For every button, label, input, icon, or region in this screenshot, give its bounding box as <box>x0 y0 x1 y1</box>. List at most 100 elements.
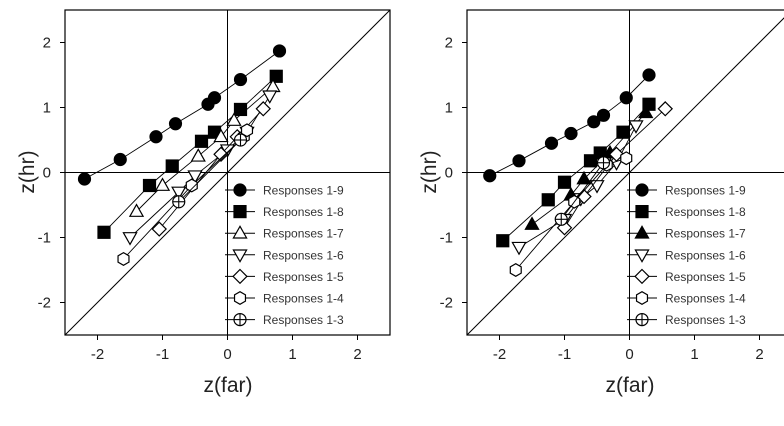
data-point <box>620 151 633 166</box>
data-point <box>509 263 522 277</box>
legend-marker <box>232 225 248 239</box>
series-line <box>129 95 271 238</box>
data-point <box>233 133 248 147</box>
legend-label: Responses 1-6 <box>263 248 344 262</box>
y-tick-label: 2 <box>445 35 453 52</box>
data-point <box>213 128 229 143</box>
data-point <box>262 90 278 104</box>
x-tick-label: -2 <box>91 346 104 363</box>
y-axis-title: z(hr) <box>16 150 39 193</box>
series-2 <box>496 97 656 248</box>
data-point <box>172 195 186 209</box>
data-point <box>77 172 92 186</box>
series-line <box>178 139 241 203</box>
data-point <box>589 180 605 194</box>
legend: Responses 1-9 Responses 1-8 Responses 1-7 R… <box>627 183 746 327</box>
legend-marker <box>233 183 247 197</box>
y-tick-label: -1 <box>38 230 51 247</box>
data-point <box>524 216 540 230</box>
data-point <box>657 101 673 117</box>
y-tick-label: 0 <box>445 165 453 182</box>
data-point <box>576 170 592 185</box>
x-tick-label: -1 <box>156 346 169 363</box>
x-tick-label: 2 <box>755 346 763 363</box>
reference-line-diagonal <box>467 17 784 335</box>
series-7 <box>172 133 248 209</box>
data-point <box>564 126 578 141</box>
series-7 <box>554 156 611 226</box>
legend-label: Responses 1-8 <box>263 205 344 219</box>
legend-label: Responses 1-5 <box>665 270 746 284</box>
data-point <box>541 193 555 207</box>
x-axis-title: z(far) <box>606 374 655 397</box>
series-5 <box>556 101 673 236</box>
legend-marker <box>635 291 649 305</box>
data-point <box>554 212 568 226</box>
legend-item: Responses 1-8 <box>225 205 344 219</box>
data-point <box>128 203 145 217</box>
legend-marker <box>233 313 247 327</box>
data-point <box>97 225 111 239</box>
data-point <box>496 234 510 248</box>
data-point <box>483 169 497 183</box>
legend-item: Responses 1-6 <box>627 248 746 263</box>
x-tick-label: 1 <box>288 346 296 363</box>
legend-item: Responses 1-7 <box>225 225 344 241</box>
data-point <box>628 120 644 134</box>
legend-label: Responses 1-7 <box>263 227 344 241</box>
data-point <box>583 154 598 168</box>
series-4 <box>122 90 278 246</box>
legend-label: Responses 1-3 <box>665 313 746 327</box>
legend-item: Responses 1-9 <box>627 183 746 198</box>
series-3 <box>128 78 281 217</box>
data-point <box>272 44 287 58</box>
x-tick-label: 1 <box>690 346 698 363</box>
data-point <box>117 251 130 266</box>
legend-item: Responses 1-8 <box>627 205 746 219</box>
legend-marker <box>634 225 650 239</box>
data-point <box>233 72 248 87</box>
x-tick-label: -1 <box>558 346 571 363</box>
y-tick-label: 2 <box>43 35 51 52</box>
series-line <box>560 162 604 220</box>
legend-marker <box>232 249 248 263</box>
x-tick-label: 0 <box>223 346 231 363</box>
data-point <box>187 170 203 184</box>
series-1 <box>483 68 656 183</box>
legend-item: Responses 1-4 <box>225 291 344 306</box>
legend-item: Responses 1-5 <box>627 268 746 285</box>
data-point <box>149 130 163 144</box>
legend-label: Responses 1-4 <box>263 292 344 306</box>
x-tick-label: 0 <box>625 346 633 363</box>
legend-marker <box>635 205 649 219</box>
y-tick-label: -1 <box>440 230 453 247</box>
legend-item: Responses 1-9 <box>225 183 344 198</box>
series-line <box>158 108 264 230</box>
x-tick-label: 2 <box>353 346 361 363</box>
data-point <box>190 148 206 162</box>
data-point <box>151 221 167 237</box>
legend-label: Responses 1-8 <box>665 205 746 219</box>
legend-label: Responses 1-3 <box>263 313 344 327</box>
legend-item: Responses 1-5 <box>225 268 344 285</box>
data-point <box>213 146 229 163</box>
data-point <box>587 115 601 129</box>
data-point <box>154 177 171 191</box>
data-point <box>511 241 527 256</box>
data-point <box>207 91 222 105</box>
legend-marker <box>233 291 247 305</box>
y-tick-label: -2 <box>38 295 51 312</box>
y-tick-label: 1 <box>43 100 51 117</box>
legend-item: Responses 1-4 <box>627 291 746 306</box>
y-tick-label: 0 <box>43 165 51 182</box>
data-point <box>171 186 187 201</box>
reference-line-diagonal <box>65 10 390 335</box>
plot-area <box>65 10 390 335</box>
data-point <box>596 156 611 170</box>
data-point <box>544 136 559 150</box>
data-point <box>226 112 242 126</box>
legend-marker <box>634 268 650 285</box>
data-point <box>638 104 654 119</box>
